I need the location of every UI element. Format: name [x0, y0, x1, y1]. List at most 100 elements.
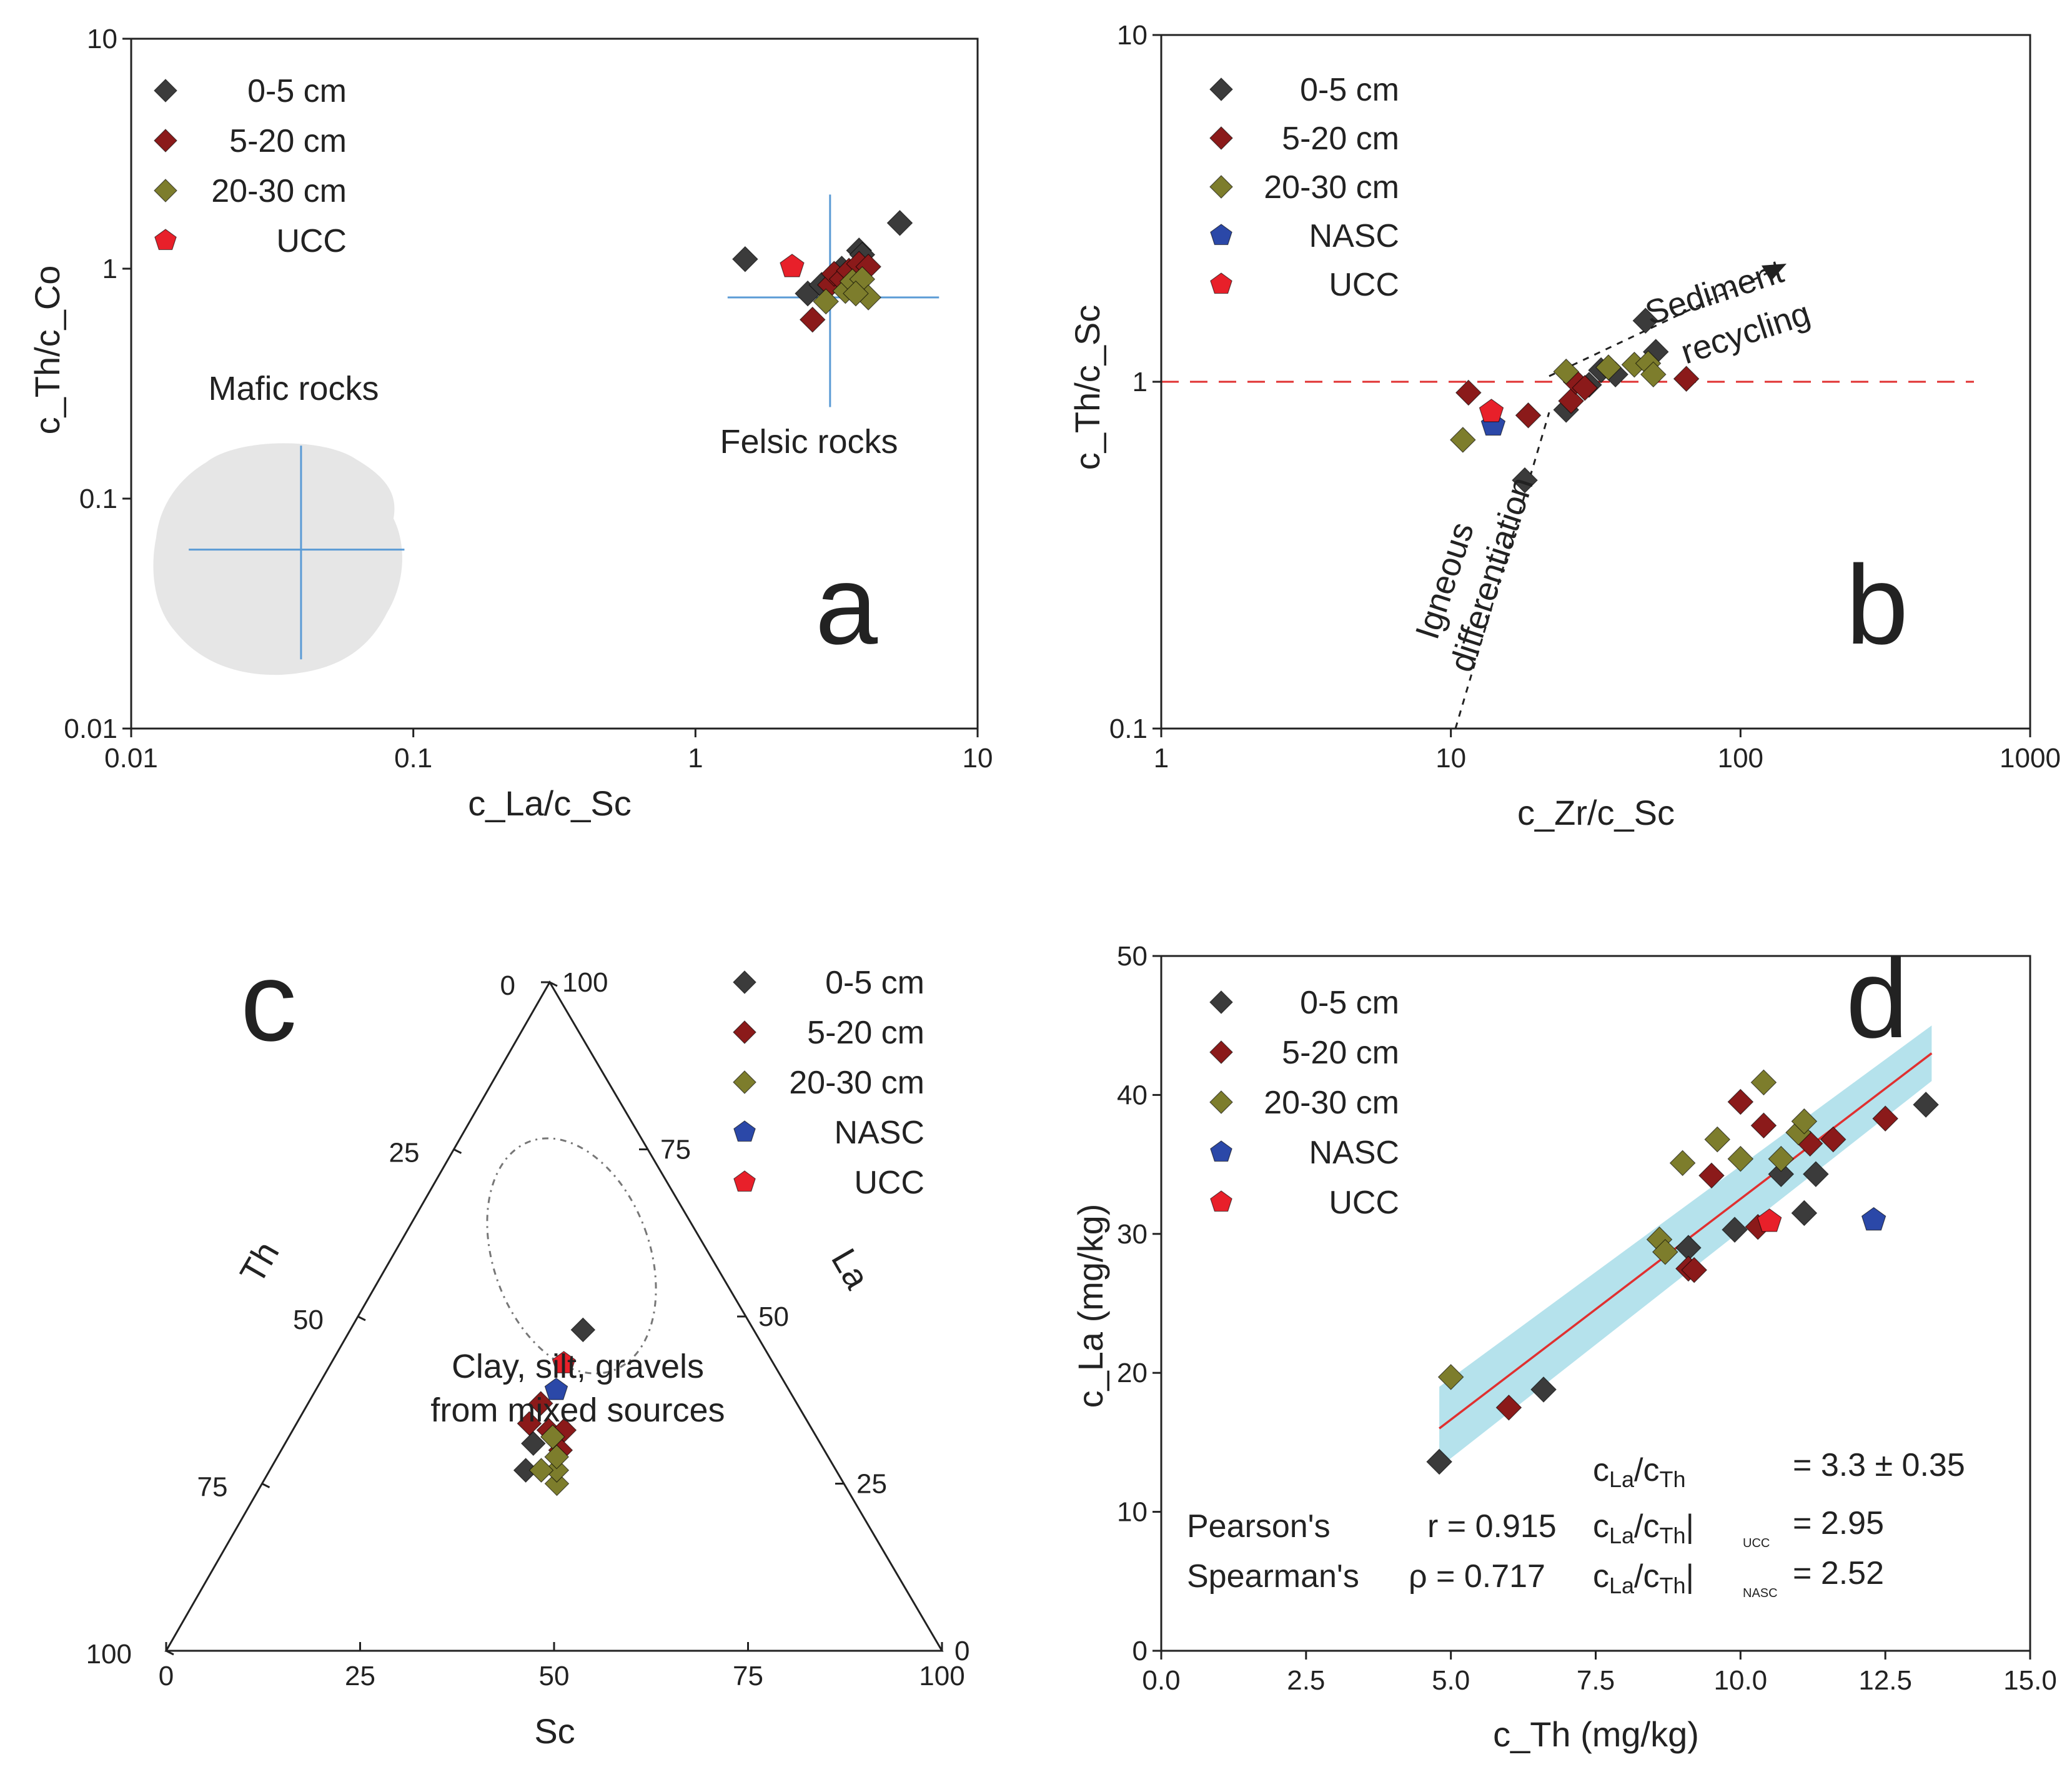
x-tick-label-b: 1000 [2000, 743, 2061, 774]
stats-block: cLa/cTh = 3.3 ± 0.35 Pearson's r = 0.915… [1187, 1447, 1965, 1600]
la-tick-label: 0 [954, 1636, 969, 1666]
legend-marker-20-30-cm [1209, 1090, 1233, 1114]
data-points-d [1426, 1069, 1939, 1475]
y-axis-title-d: c_La (mg/kg) [1071, 1204, 1110, 1408]
point-ucc [552, 1351, 576, 1373]
y-tick-label-b: 1 [1133, 367, 1148, 397]
x-tick-label-d: 7.5 [1577, 1665, 1615, 1696]
y-tick-label-a: 0.01 [64, 714, 117, 744]
point-20-30-cm [1669, 1150, 1696, 1177]
x-tick-label-d: 5.0 [1432, 1665, 1470, 1696]
la-tick-label: 75 [660, 1135, 691, 1165]
point-20-30-cm [1704, 1126, 1731, 1153]
point-5-20-cm [1872, 1105, 1899, 1132]
x-tick-label-d: 2.5 [1287, 1665, 1325, 1696]
felsic-rocks-label: Felsic rocks [720, 423, 898, 460]
data-points-c [513, 1317, 596, 1496]
point-5-20-cm [1455, 379, 1482, 406]
sediment-recycling-arrowhead [1762, 264, 1787, 281]
y-tick-label-b: 0.1 [1109, 714, 1148, 744]
spearman-value: ρ = 0.717 [1409, 1558, 1545, 1595]
point-20-30-cm [1791, 1108, 1818, 1135]
mafic-cross [189, 445, 405, 660]
x-tick-label-a: 10 [963, 743, 993, 774]
ucc-ratio-value: = 2.95 [1793, 1505, 1884, 1541]
x-tick-label-d: 15.0 [2003, 1665, 2057, 1696]
panel-letter-a: a [815, 542, 878, 668]
y-tick-label-d: 0 [1133, 1636, 1148, 1666]
legend-marker-0-5-cm [154, 79, 177, 102]
legend-marker-5-20-cm [733, 1020, 756, 1044]
th-tick-label: 75 [197, 1472, 228, 1503]
point-20-30-cm [1553, 358, 1580, 385]
ucc-ratio-sub: UCC [1743, 1536, 1770, 1550]
point-5-20-cm [1698, 1162, 1725, 1189]
x-tick-label-a: 1 [688, 743, 703, 774]
point-5-20-cm [1558, 387, 1584, 414]
legend-marker-ucc [154, 229, 177, 251]
point-5-20-cm [799, 306, 826, 333]
legend-marker-ucc [1210, 1190, 1232, 1212]
point-20-30-cm [1652, 1238, 1678, 1265]
x-tick-label-b: 1 [1154, 743, 1169, 774]
legend-marker-0-5-cm [733, 970, 756, 994]
la-tick-label: 25 [856, 1469, 887, 1500]
mixed-sources-label-2: from mixed sources [430, 1391, 725, 1429]
point-ucc [1479, 399, 1504, 422]
legend-label-5-20-cm: 5-20 cm [1282, 1035, 1399, 1071]
legend-label-0-5-cm: 0-5 cm [825, 965, 924, 1001]
ratio-label: cLa/cTh [1593, 1452, 1686, 1492]
legend-b: 0-5 cm 5-20 cm 20-30 cm NASC UCC [1209, 72, 1399, 303]
th-tick [453, 1148, 462, 1154]
point-20-30-cm [1595, 354, 1622, 381]
legend-label-ucc: UCC [854, 1165, 924, 1201]
th-tick [166, 1650, 174, 1656]
sc-tick-label: 25 [345, 1661, 375, 1691]
sc-tick-label: 75 [733, 1661, 763, 1691]
point-20-30-cm [813, 288, 840, 315]
pearson-label: Pearson's [1187, 1508, 1331, 1545]
th-tick-label: 25 [389, 1138, 420, 1168]
mafic-region [153, 443, 402, 675]
y-axis-title-b: c_Th/c_Sc [1068, 305, 1107, 470]
x-tick-label-a: 0.1 [394, 743, 432, 774]
la-tick-label: 50 [758, 1302, 789, 1332]
point-20-30-cm [540, 1424, 565, 1450]
pearson-value: r = 0.915 [1427, 1508, 1557, 1545]
th-tick [549, 981, 558, 987]
y-axis-title-a: c_Th/c_Co [27, 266, 67, 435]
legend-marker-ucc [1210, 272, 1232, 294]
legend-label-5-20-cm: 5-20 cm [1282, 121, 1399, 157]
y-tick-label-a: 10 [87, 24, 117, 54]
legend-d: 0-5 cm 5-20 cm 20-30 cm NASC UCC [1209, 985, 1399, 1221]
legend-marker-ucc [733, 1170, 756, 1192]
legend-marker-5-20-cm [1209, 126, 1233, 150]
x-tick-label-d: 12.5 [1858, 1665, 1912, 1696]
point-0-5-cm [1913, 1092, 1939, 1118]
legend-marker-nasc [1210, 224, 1232, 246]
point-20-30-cm [1727, 1145, 1754, 1172]
y-tick-label-a: 1 [102, 254, 117, 284]
legend-marker-20-30-cm [733, 1070, 756, 1094]
legend-marker-20-30-cm [154, 179, 177, 202]
point-20-30-cm [843, 280, 869, 307]
point-20-30-cm [528, 1458, 554, 1483]
legend-label-20-30-cm: 20-30 cm [1264, 1085, 1399, 1121]
legend-label-nasc: NASC [835, 1115, 924, 1151]
point-5-20-cm [1727, 1088, 1754, 1115]
y-tick-label-d: 20 [1117, 1358, 1148, 1388]
sc-tick-label: 50 [539, 1661, 570, 1691]
point-ucc [1757, 1208, 1782, 1232]
panel-letter-b: b [1846, 542, 1908, 668]
legend-label-ucc: UCC [1329, 1185, 1399, 1221]
legend-label-5-20-cm: 5-20 cm [229, 123, 347, 159]
point-5-20-cm [1750, 1112, 1777, 1139]
point-0-5-cm [732, 246, 758, 272]
point-5-20-cm [1673, 366, 1700, 392]
x-axis-title-d: c_Th (mg/kg) [1493, 1715, 1699, 1754]
point-5-20-cm [517, 1411, 542, 1436]
point-5-20-cm [528, 1391, 553, 1416]
panel-letter-d: d [1846, 936, 1908, 1062]
